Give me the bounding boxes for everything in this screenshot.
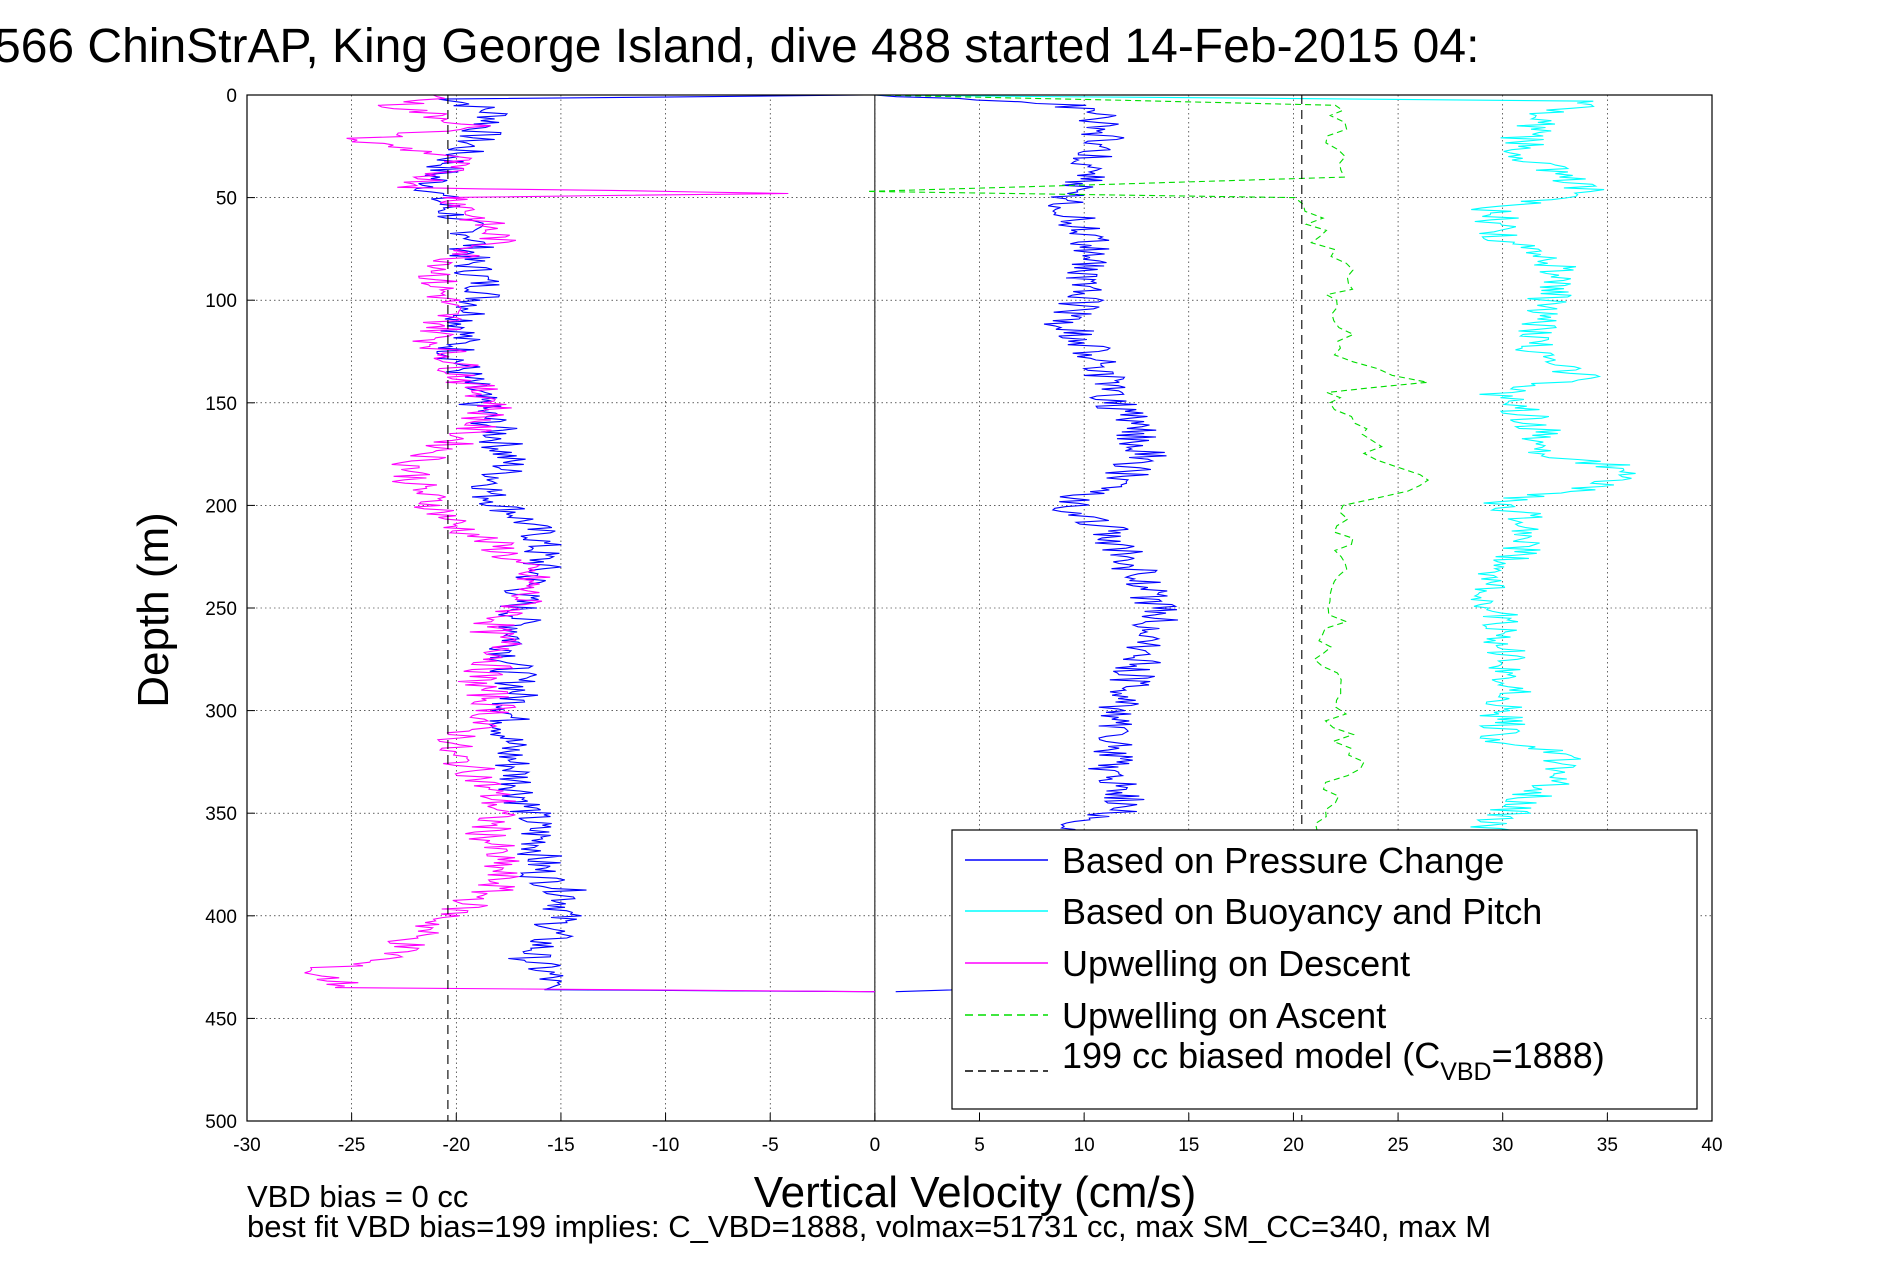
legend-label-biased-model-end: =1888)	[1492, 1035, 1605, 1076]
legend: Based on Pressure Change Based on Buoyan…	[951, 829, 1698, 1110]
x-tick-label: 5	[974, 1135, 985, 1156]
legend-label-upwelling-ascent: Upwelling on Ascent	[1062, 995, 1386, 1036]
y-tick-label: 450	[205, 1009, 237, 1030]
y-tick-label: 300	[205, 702, 237, 723]
legend-label-biased-model-main: 199 cc biased model (C	[1062, 1035, 1440, 1076]
legend-box	[951, 829, 1698, 1110]
x-tick-label: 0	[870, 1135, 881, 1156]
y-tick-label: 350	[205, 804, 237, 825]
x-tick-label: -30	[233, 1135, 260, 1156]
x-tick-label: 25	[1388, 1135, 1409, 1156]
x-tick-label: 30	[1492, 1135, 1513, 1156]
x-tick-label: -20	[443, 1135, 470, 1156]
axis-ticks: -30 -25 -20 -15 -10 -5 0 5 10 15 20 25 30 35 400501001…	[205, 86, 1722, 1156]
series-pressure_descent	[413, 94, 875, 993]
chart-title: 566 ChinStrAP, King George Island, dive …	[0, 20, 1479, 73]
x-tick-label: 40	[1701, 1135, 1722, 1156]
legend-label-biased-model: 199 cc biased model (CVBD=1888)	[1062, 1035, 1605, 1086]
y-tick-label: 0	[226, 86, 237, 107]
legend-label-buoyancy: Based on Buoyancy and Pitch	[1062, 891, 1542, 932]
legend-label-upwelling-descent: Upwelling on Descent	[1062, 943, 1410, 984]
x-tick-label: -10	[652, 1135, 679, 1156]
y-tick-label: 100	[205, 291, 237, 312]
y-tick-label: 250	[205, 599, 237, 620]
y-tick-label: 50	[216, 189, 237, 210]
x-tick-label: 35	[1597, 1135, 1618, 1156]
x-tick-label: -15	[547, 1135, 574, 1156]
x-axis-label: Vertical Velocity (cm/s)	[754, 1168, 1197, 1217]
y-tick-label: 400	[205, 907, 237, 928]
x-tick-label: 10	[1074, 1135, 1095, 1156]
x-tick-label: 15	[1178, 1135, 1199, 1156]
legend-label-biased-model-sub: VBD	[1440, 1058, 1491, 1086]
footer-line-1: VBD bias = 0 cc	[247, 1179, 468, 1214]
footer-line-2: best fit VBD bias=199 implies: C_VBD=188…	[247, 1209, 1491, 1244]
y-axis-label: Depth (m)	[129, 512, 178, 708]
y-tick-label: 500	[205, 1112, 237, 1133]
x-tick-label: 20	[1283, 1135, 1304, 1156]
legend-label-pressure: Based on Pressure Change	[1062, 840, 1504, 881]
y-tick-label: 200	[205, 496, 237, 517]
series-upwelling_descent	[304, 94, 875, 993]
y-tick-label: 150	[205, 394, 237, 415]
x-tick-label: -5	[762, 1135, 779, 1156]
x-tick-label: -25	[338, 1135, 365, 1156]
